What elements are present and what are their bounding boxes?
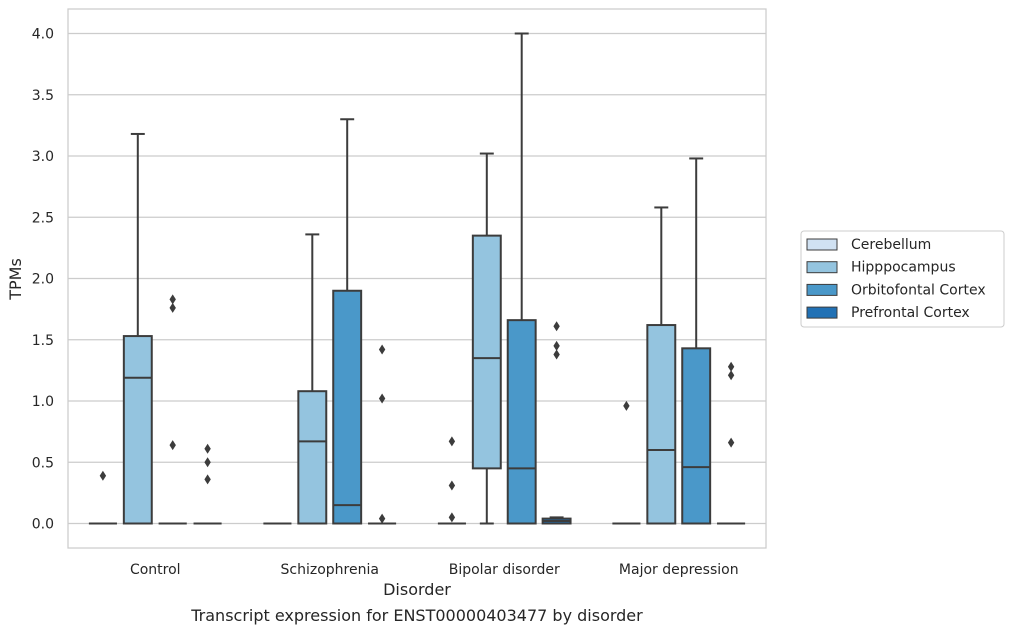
outlier-point — [727, 370, 735, 381]
legend-label: Cerebellum — [851, 237, 931, 253]
legend-item: Prefrontal Cortex — [806, 305, 970, 321]
y-tick-label: 3.0 — [32, 149, 54, 165]
gridlines — [68, 32, 766, 525]
box-hipppocampus — [646, 206, 677, 525]
legend-label: Hipppocampus — [851, 260, 956, 276]
legend-label: Prefrontal Cortex — [851, 305, 970, 321]
box-body — [506, 319, 537, 525]
y-tick-label: 1.0 — [32, 394, 54, 410]
legend-item: Hipppocampus — [806, 260, 956, 276]
outlier-point — [448, 512, 456, 523]
plot-area-frame — [67, 8, 767, 549]
box-prefrontal-cortex — [717, 361, 746, 525]
legend-swatch — [806, 261, 838, 274]
y-tick-label: 2.5 — [32, 210, 54, 226]
legend-item: Orbitofontal Cortex — [806, 282, 986, 298]
box-orbitofontal-cortex — [506, 32, 537, 525]
box-body — [122, 335, 153, 525]
y-tick-labels: 0.0 0.5 1.0 1.5 2.0 2.5 3.0 3.5 4.0 — [32, 27, 54, 533]
box-cerebellum — [437, 436, 466, 525]
outlier-point — [553, 349, 560, 360]
legend-swatch — [806, 283, 838, 296]
box-prefrontal-cortex — [193, 443, 222, 525]
y-tick-label: 1.5 — [32, 333, 54, 349]
outlier-point — [378, 344, 386, 355]
x-tick-label: Schizophrenia — [281, 562, 379, 578]
box-body — [471, 234, 502, 470]
y-tick-label: 3.5 — [32, 88, 54, 104]
box-hipppocampus — [122, 132, 153, 525]
outlier-point — [169, 302, 176, 313]
outlier-point — [99, 470, 107, 481]
y-tick-label: 2.0 — [32, 272, 54, 288]
outlier-point — [169, 294, 176, 305]
x-tick-labels: Control Schizophrenia Bipolar disorder Majo… — [130, 562, 739, 578]
outlier-point — [204, 443, 211, 454]
outlier-point — [727, 437, 735, 448]
y-tick-label: 4.0 — [32, 27, 54, 43]
box-orbitofontal-cortex — [158, 294, 187, 525]
box-groups — [88, 32, 746, 525]
outlier-point — [378, 393, 386, 404]
legend-item: Cerebellum — [806, 237, 931, 253]
legend: Cerebellum Hipppocampus Orbitofontal Corte… — [800, 230, 1005, 328]
box-hipppocampus — [471, 152, 502, 525]
outlier-point — [448, 436, 456, 447]
outlier-point — [553, 340, 560, 351]
box-orbitofontal-cortex — [332, 118, 363, 525]
outlier-point — [553, 321, 560, 332]
x-tick-label: Major depression — [619, 562, 739, 578]
outlier-point — [204, 474, 211, 485]
outlier-point — [378, 513, 386, 524]
outlier-point — [727, 361, 735, 372]
box-cerebellum — [612, 400, 641, 525]
box-prefrontal-cortex — [368, 344, 397, 525]
box-orbitofontal-cortex — [681, 157, 712, 525]
x-tick-label: Control — [130, 562, 181, 578]
box-body — [681, 347, 712, 525]
box-body — [297, 390, 328, 525]
box-hipppocampus — [297, 233, 328, 525]
legend-swatch — [806, 306, 838, 319]
y-axis-label: TPMs — [6, 258, 25, 301]
outlier-point — [169, 440, 176, 451]
legend-swatch — [806, 238, 838, 251]
outlier-point — [448, 480, 456, 491]
x-axis-label: Disorder — [383, 580, 451, 599]
y-tick-label: 0.5 — [32, 455, 54, 471]
box-cerebellum — [88, 470, 117, 525]
x-tick-label: Bipolar disorder — [449, 562, 560, 578]
y-tick-label: 0.0 — [32, 517, 54, 533]
box-body — [646, 324, 677, 525]
legend-frame — [800, 230, 1005, 328]
chart-caption: Transcript expression for ENST0000040347… — [191, 606, 643, 625]
legend-label: Orbitofontal Cortex — [851, 282, 986, 298]
box-body — [332, 289, 363, 525]
outlier-point — [623, 400, 630, 411]
outlier-point — [204, 457, 211, 468]
box-prefrontal-cortex — [541, 321, 572, 525]
